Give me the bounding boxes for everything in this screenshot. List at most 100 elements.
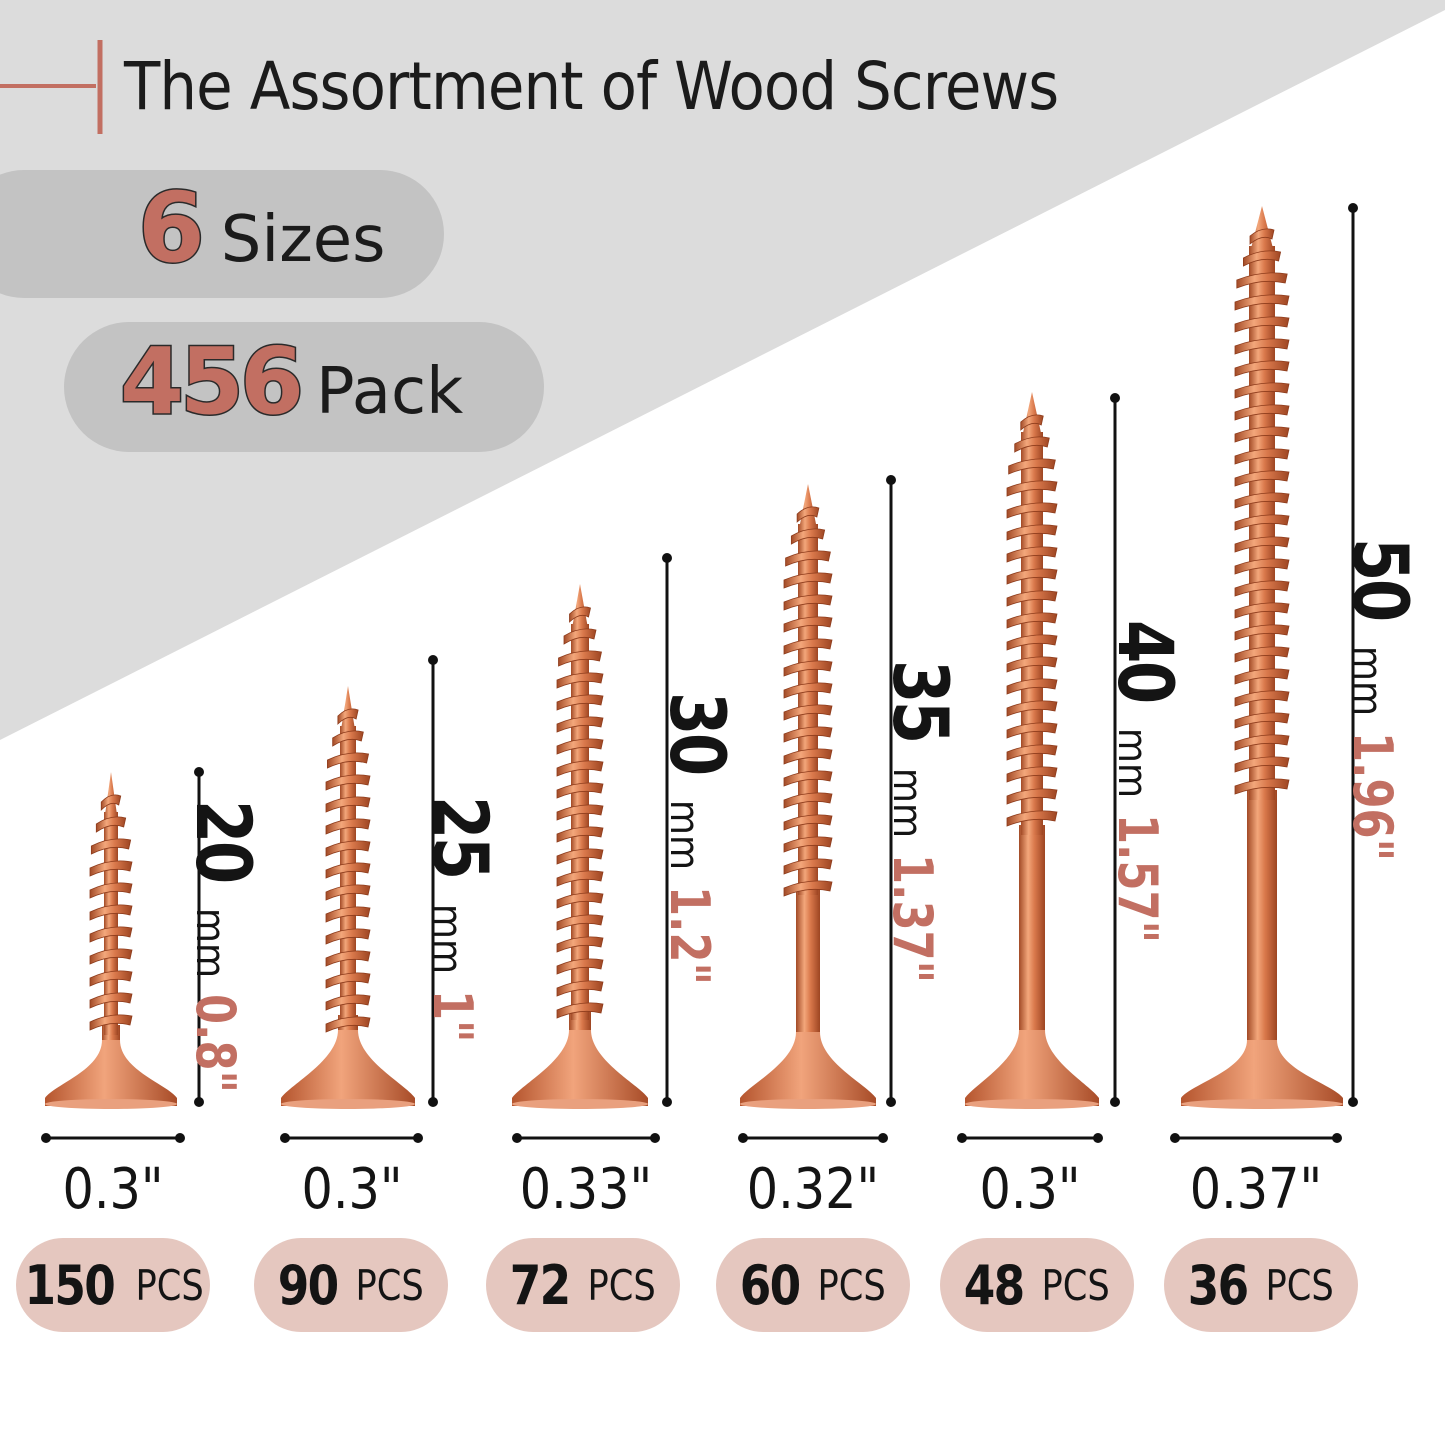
screw-thread	[556, 914, 604, 931]
sizes-label: Sizes	[220, 203, 386, 277]
width-dimension-dot-right	[1332, 1133, 1342, 1143]
screw-thread	[556, 826, 604, 843]
length-inch-value: 0.8"	[184, 993, 247, 1093]
screw-thread	[1234, 734, 1290, 751]
width-dimension-dot-left	[738, 1133, 748, 1143]
screw-thread	[1234, 360, 1290, 377]
screw-thread	[556, 804, 604, 821]
screw-thread	[325, 972, 371, 989]
screw-thread	[1234, 602, 1290, 619]
width-dimension-dot-left	[512, 1133, 522, 1143]
screw-head	[512, 1030, 648, 1106]
screw-head-rim	[965, 1099, 1099, 1109]
height-dimension-dot-bottom	[1348, 1097, 1358, 1107]
screw-thread	[1006, 744, 1058, 761]
screw-thread	[556, 782, 604, 799]
width-label: 0.37"	[1189, 1157, 1323, 1222]
length-label: 40 mm 1.57"	[1101, 620, 1190, 975]
screw-thread	[783, 660, 833, 677]
width-label: 0.3"	[979, 1157, 1081, 1222]
length-label: 20 mm 0.8"	[179, 800, 268, 1118]
count-unit: PCS	[1041, 1260, 1110, 1310]
screw-head	[740, 1032, 876, 1106]
screw-thread	[783, 858, 833, 875]
screw-thread	[1249, 228, 1275, 245]
screw-thread	[1006, 546, 1058, 563]
screw-thread	[783, 682, 833, 699]
screw-thread	[556, 694, 604, 711]
screw-thread	[1234, 690, 1290, 707]
screw-head-rim	[45, 1099, 177, 1109]
count-pill: 36 PCS	[1164, 1238, 1358, 1332]
length-inch-value: 1.57"	[1106, 813, 1169, 943]
screw-head-rim	[1181, 1099, 1343, 1109]
width-dimension-dot-right	[175, 1133, 185, 1143]
screw-thread	[325, 862, 371, 879]
length-mm-value: 25	[416, 796, 505, 878]
screw-thread	[1014, 436, 1050, 453]
length-mm-unit: mm	[424, 903, 470, 974]
pack-label: Pack	[316, 355, 464, 429]
count-pill: 60 PCS	[716, 1238, 910, 1332]
screw-thread	[1006, 722, 1058, 739]
width-dimension-dot-right	[1093, 1133, 1103, 1143]
length-mm-value: 50	[1336, 538, 1425, 620]
screw-thread	[1006, 590, 1058, 607]
screw-thread	[325, 884, 371, 901]
height-dimension-dot-top	[886, 475, 896, 485]
screw-3	[512, 584, 648, 1109]
screw-thread	[1234, 404, 1290, 421]
count-pill: 90 PCS	[254, 1238, 448, 1332]
screw-thread	[783, 770, 833, 787]
screw-thread	[1234, 448, 1290, 465]
pack-pill: 456 Pack	[64, 322, 544, 452]
screw-thread	[1006, 524, 1058, 541]
width-dimension-dot-right	[878, 1133, 888, 1143]
length-mm-unit: mm	[884, 767, 930, 838]
screw-head	[1181, 1040, 1343, 1106]
screw-thread	[556, 716, 604, 733]
screw-thread	[783, 814, 833, 831]
screw-thread	[332, 730, 364, 747]
screw-thread	[325, 796, 371, 813]
width-dimension-dot-right	[413, 1133, 423, 1143]
screw-thread	[1234, 426, 1290, 443]
screw-5	[965, 392, 1099, 1109]
screw-thread	[325, 1016, 371, 1033]
count-value: 90	[277, 1253, 338, 1317]
screw-thread	[556, 892, 604, 909]
screw-head-rim	[512, 1099, 648, 1109]
screw-thread	[785, 550, 831, 567]
length-mm-value: 35	[876, 660, 965, 742]
screw-thread	[1234, 646, 1290, 663]
screw-thread	[1234, 470, 1290, 487]
screw-head	[281, 1030, 415, 1106]
screw-thread	[783, 616, 833, 633]
length-inch-value: 1.37"	[881, 853, 944, 983]
length-mm-unit: mm	[661, 799, 707, 870]
count-value: 72	[509, 1253, 570, 1317]
screw-head	[965, 1030, 1099, 1106]
width-dimension-dot-left	[957, 1133, 967, 1143]
screw-thread	[89, 860, 133, 877]
screw-thread	[1006, 766, 1058, 783]
width-label: 0.32"	[746, 1157, 880, 1222]
pack-count: 456	[118, 327, 305, 437]
screw-thread	[569, 606, 591, 623]
screw-thread	[1234, 580, 1290, 597]
width-dimension-dot-right	[650, 1133, 660, 1143]
screw-thread	[1234, 382, 1290, 399]
screw-thread	[1006, 788, 1058, 805]
height-dimension-dot-top	[1348, 203, 1358, 213]
screw-thread	[556, 936, 604, 953]
screw-thread	[325, 906, 371, 923]
length-inch-value: 1"	[421, 989, 484, 1043]
screw-thread	[1234, 338, 1290, 355]
screw-thread	[1234, 492, 1290, 509]
count-value: 60	[739, 1253, 800, 1317]
screw-thread	[1234, 778, 1290, 795]
screw-thread	[1243, 250, 1282, 267]
screw-1	[45, 772, 177, 1109]
length-label: 25 mm 1"	[416, 796, 505, 1055]
length-label: 30 mm 1.2"	[653, 692, 742, 1010]
